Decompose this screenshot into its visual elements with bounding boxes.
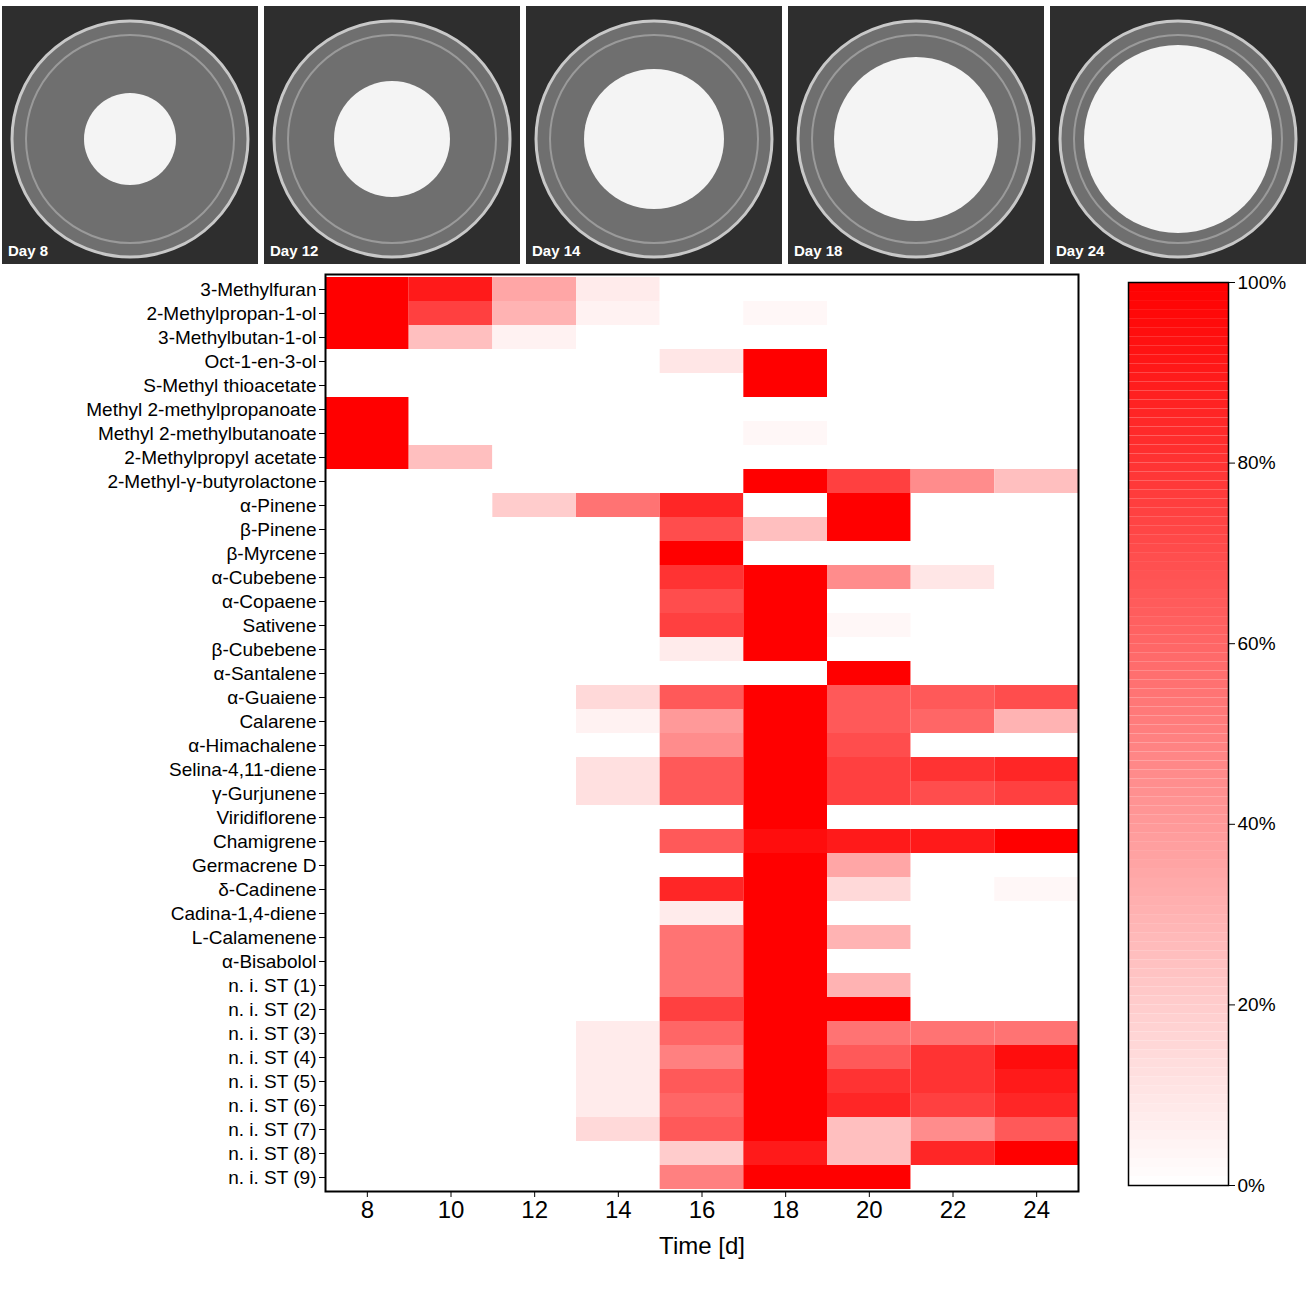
svg-text:40%: 40% bbox=[1238, 813, 1276, 834]
svg-text:8: 8 bbox=[361, 1196, 374, 1223]
svg-text:α-Cubebene: α-Cubebene bbox=[211, 567, 316, 588]
svg-text:0%: 0% bbox=[1238, 1175, 1266, 1196]
svg-text:Day 18: Day 18 bbox=[794, 242, 842, 259]
svg-text:Day 14: Day 14 bbox=[532, 242, 581, 259]
svg-text:n. i. ST (8): n. i. ST (8) bbox=[228, 1143, 316, 1164]
svg-text:α-Himachalene: α-Himachalene bbox=[188, 735, 316, 756]
svg-text:S-Methyl thioacetate: S-Methyl thioacetate bbox=[143, 375, 316, 396]
svg-text:n. i. ST (5): n. i. ST (5) bbox=[228, 1071, 316, 1092]
svg-text:Time [d]: Time [d] bbox=[659, 1232, 745, 1259]
svg-text:2-Methylpropan-1-ol: 2-Methylpropan-1-ol bbox=[146, 303, 316, 324]
svg-text:16: 16 bbox=[689, 1196, 716, 1223]
svg-text:n. i. ST (4): n. i. ST (4) bbox=[228, 1047, 316, 1068]
svg-text:β-Cubebene: β-Cubebene bbox=[212, 639, 317, 660]
svg-text:Calarene: Calarene bbox=[239, 711, 316, 732]
svg-text:Day 24: Day 24 bbox=[1056, 242, 1105, 259]
svg-text:3-Methylbutan-1-ol: 3-Methylbutan-1-ol bbox=[158, 327, 316, 348]
svg-text:Chamigrene: Chamigrene bbox=[213, 831, 317, 852]
svg-text:100%: 100% bbox=[1238, 272, 1287, 293]
svg-text:α-Pinene: α-Pinene bbox=[240, 495, 316, 516]
svg-text:2-Methylpropyl acetate: 2-Methylpropyl acetate bbox=[124, 447, 316, 468]
svg-text:3-Methylfuran: 3-Methylfuran bbox=[200, 279, 316, 300]
svg-text:n. i. ST (6): n. i. ST (6) bbox=[228, 1095, 316, 1116]
svg-text:n. i. ST (7): n. i. ST (7) bbox=[228, 1119, 316, 1140]
svg-text:β-Myrcene: β-Myrcene bbox=[226, 543, 316, 564]
svg-text:α-Bisabolol: α-Bisabolol bbox=[222, 951, 316, 972]
svg-text:12: 12 bbox=[521, 1196, 548, 1223]
svg-text:20: 20 bbox=[856, 1196, 883, 1223]
svg-text:Germacrene D: Germacrene D bbox=[192, 855, 317, 876]
svg-text:2-Methyl-γ-butyrolactone: 2-Methyl-γ-butyrolactone bbox=[107, 471, 316, 492]
svg-text:Day 12: Day 12 bbox=[270, 242, 318, 259]
svg-text:Day 8: Day 8 bbox=[8, 242, 48, 259]
svg-text:n. i. ST (1): n. i. ST (1) bbox=[228, 975, 316, 996]
svg-text:Selina-4,11-diene: Selina-4,11-diene bbox=[169, 759, 317, 780]
svg-text:Cadina-1,4-diene: Cadina-1,4-diene bbox=[171, 903, 317, 924]
svg-text:Viridiflorene: Viridiflorene bbox=[217, 807, 317, 828]
svg-text:α-Guaiene: α-Guaiene bbox=[227, 687, 316, 708]
svg-text:δ-Cadinene: δ-Cadinene bbox=[218, 879, 316, 900]
svg-text:γ-Gurjunene: γ-Gurjunene bbox=[212, 783, 317, 804]
svg-text:β-Pinene: β-Pinene bbox=[240, 519, 316, 540]
svg-text:80%: 80% bbox=[1238, 452, 1276, 473]
svg-text:α-Santalene: α-Santalene bbox=[214, 663, 317, 684]
svg-text:24: 24 bbox=[1023, 1196, 1050, 1223]
svg-text:n. i. ST (9): n. i. ST (9) bbox=[228, 1167, 316, 1188]
svg-text:10: 10 bbox=[438, 1196, 465, 1223]
svg-text:α-Copaene: α-Copaene bbox=[222, 591, 316, 612]
svg-text:20%: 20% bbox=[1238, 994, 1276, 1015]
svg-text:Oct-1-en-3-ol: Oct-1-en-3-ol bbox=[205, 351, 317, 372]
svg-text:18: 18 bbox=[772, 1196, 799, 1223]
svg-text:22: 22 bbox=[940, 1196, 967, 1223]
svg-text:L-Calamenene: L-Calamenene bbox=[192, 927, 317, 948]
svg-text:n. i. ST (3): n. i. ST (3) bbox=[228, 1023, 316, 1044]
svg-text:Methyl 2-methylbutanoate: Methyl 2-methylbutanoate bbox=[98, 423, 317, 444]
svg-text:60%: 60% bbox=[1238, 633, 1276, 654]
svg-text:14: 14 bbox=[605, 1196, 632, 1223]
svg-text:Methyl 2-methylpropanoate: Methyl 2-methylpropanoate bbox=[86, 399, 316, 420]
svg-text:Sativene: Sativene bbox=[243, 615, 317, 636]
svg-text:n. i. ST (2): n. i. ST (2) bbox=[228, 999, 316, 1020]
